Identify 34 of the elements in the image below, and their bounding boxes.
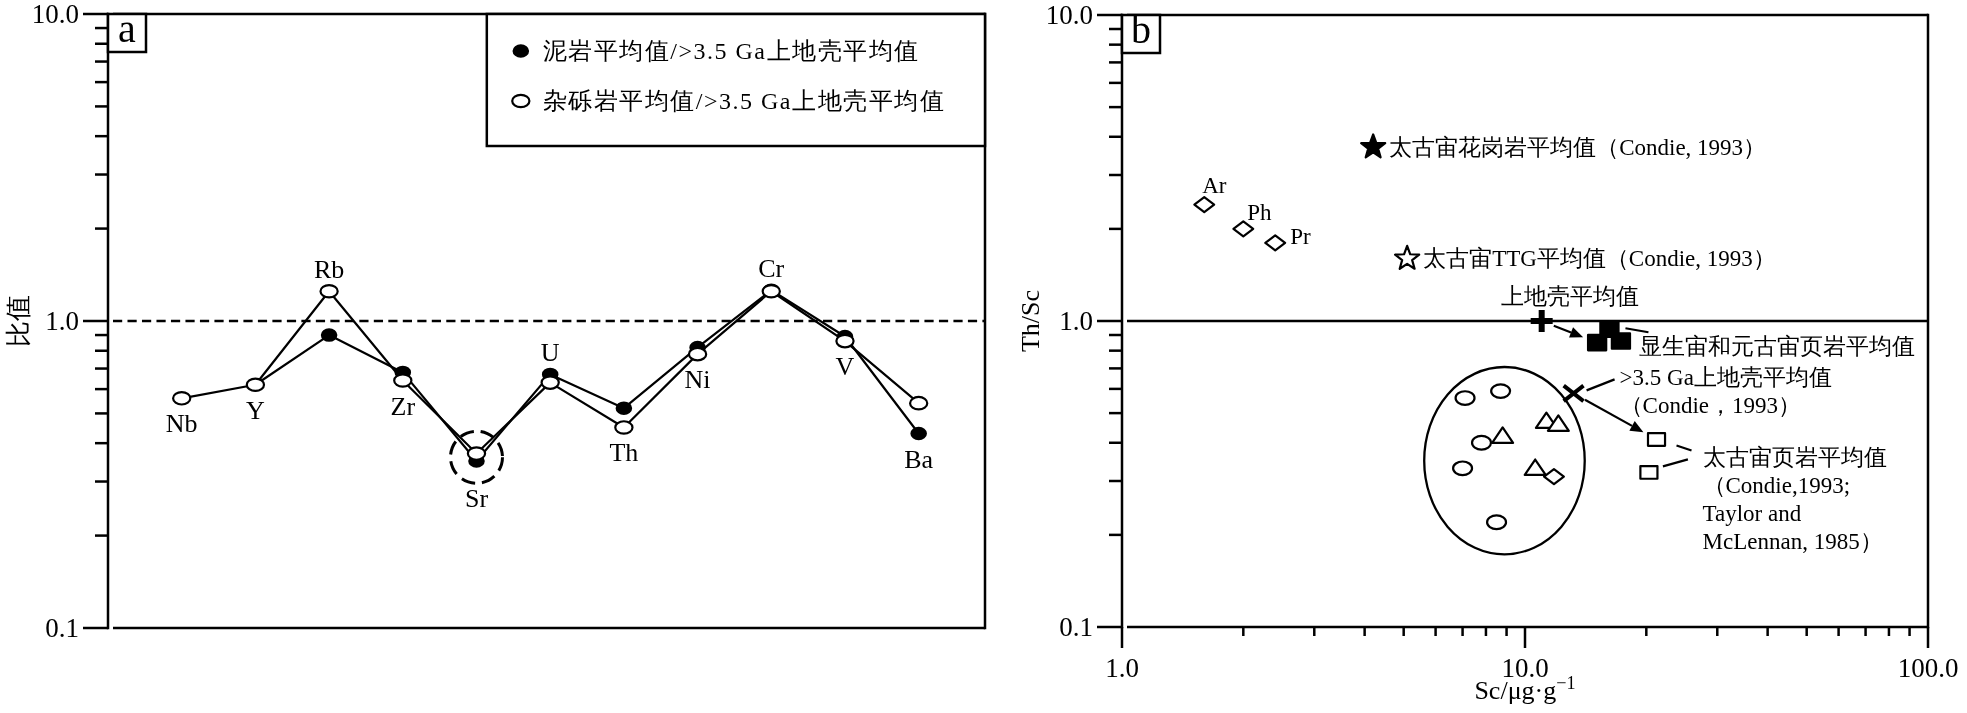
- annotation: 太古宙页岩平均值（Condie,1993; Taylor and McLennan, 1985）: [1702, 444, 1887, 554]
- annotation: b: [1131, 7, 1151, 52]
- series-label: 太古宙花岗岩平均值（Condie, 1993）: [1389, 134, 1767, 160]
- legend-label: 泥岩平均值/>3.5 Ga上地壳平均值: [542, 38, 920, 64]
- annotation: >3.5 Ga上地壳平均值（Condie，1993）: [1619, 364, 1832, 418]
- annotation: 显生宙和元古宙页岩平均值: [1639, 333, 1916, 359]
- y-tick-label: 1.0: [1059, 306, 1093, 336]
- y-tick-label: 0.1: [45, 613, 79, 643]
- y-tick-label: 1.0: [45, 306, 79, 336]
- annotation: a: [118, 6, 137, 51]
- x-tick-label: 100.0: [1897, 653, 1959, 683]
- legend-label: 杂砾岩平均值/>3.5 Ga上地壳平均值: [542, 88, 945, 114]
- y-axis-title: 比值: [3, 295, 33, 347]
- x-tick-label: Zr: [390, 391, 416, 421]
- series-label: 太古宙TTG平均值（Condie, 1993）: [1423, 246, 1776, 272]
- x-tick-label: Sr: [464, 484, 489, 514]
- y-tick-label: 0.1: [1059, 612, 1093, 642]
- series-label: Ph: [1247, 199, 1273, 225]
- series-label: 上地壳平均值: [1500, 284, 1639, 309]
- x-tick-label: Ba: [904, 444, 934, 474]
- series-label: Ar: [1202, 172, 1227, 198]
- x-tick-label: 1.0: [1105, 653, 1139, 683]
- x-tick-label: V: [835, 352, 855, 382]
- series-label: Pr: [1290, 223, 1312, 249]
- y-tick-label: 10.0: [1045, 0, 1093, 30]
- x-tick-label: Ni: [684, 365, 711, 395]
- x-tick-label: Nb: [165, 409, 198, 439]
- x-tick-label: Rb: [313, 255, 345, 285]
- x-tick-label: U: [540, 338, 560, 368]
- x-tick-label: Th: [609, 438, 639, 468]
- y-tick-label: 10.0: [31, 0, 79, 29]
- x-tick-label: Y: [246, 395, 265, 425]
- y-axis-title: Th/Sc: [1015, 289, 1045, 353]
- x-tick-label: Cr: [758, 254, 785, 284]
